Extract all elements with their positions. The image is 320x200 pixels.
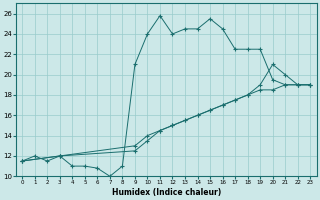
- X-axis label: Humidex (Indice chaleur): Humidex (Indice chaleur): [112, 188, 221, 197]
